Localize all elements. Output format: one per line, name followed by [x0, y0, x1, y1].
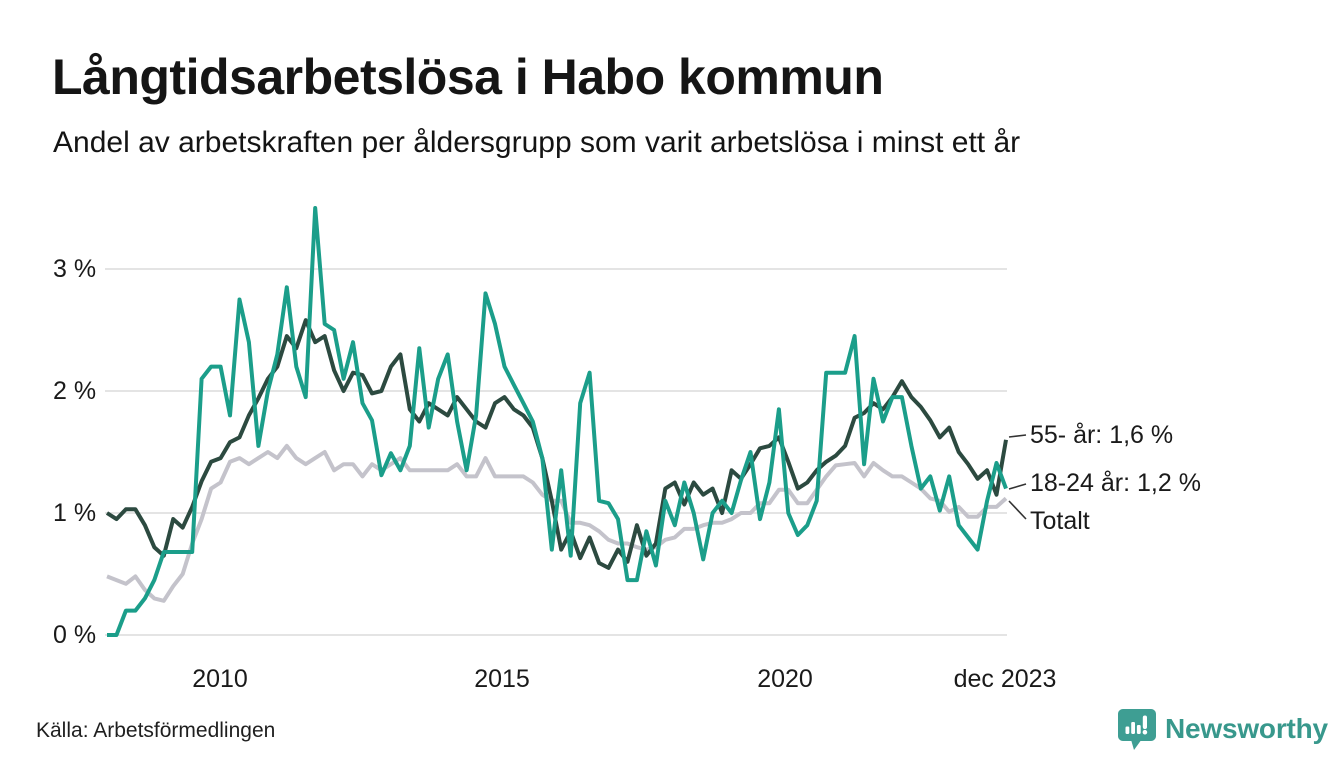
annotation-connector-18-24: [1008, 483, 1027, 490]
y-axis-tick-0pct: 0 %: [53, 621, 97, 649]
y-axis-tick-2pct: 2 %: [53, 377, 97, 405]
series-label-55-ar: 55- år: 1,6 %: [1030, 421, 1174, 449]
series-label-totalt: Totalt: [1030, 507, 1090, 535]
newsworthy-wordmark: Newsworthy: [1165, 713, 1328, 744]
series-line-55--år: [105, 318, 1008, 570]
y-axis-tick-3pct: 3 %: [53, 255, 97, 283]
newsworthy-chart-bubble-icon: [1117, 708, 1157, 757]
gridlines: [105, 268, 1007, 636]
series-lines: [105, 206, 1008, 637]
x-axis-tick-2020: 2020: [757, 665, 813, 693]
series-label-18-24-ar: 18-24 år: 1,2 %: [1030, 469, 1201, 497]
x-axis-tick-2010: 2010: [192, 665, 248, 693]
annotation-connector-totalt: [1008, 500, 1027, 520]
source-note: Källa: Arbetsförmedlingen: [36, 719, 276, 742]
x-axis-tick-2015: 2015: [474, 665, 530, 693]
y-axis-tick-1pct: 1 %: [53, 499, 97, 527]
x-axis-tick-dec-2023: dec 2023: [953, 665, 1057, 693]
annotation-connectors: [1008, 434, 1027, 520]
annotation-connector-55: [1008, 434, 1027, 438]
newsworthy-logo[interactable]: Newsworthy: [1117, 708, 1328, 757]
series-line-18-24-år: [107, 206, 1008, 637]
page-title: Långtidsarbetslösa i Habo kommun: [52, 49, 884, 105]
page-subtitle: Andel av arbetskraften per åldersgrupp s…: [53, 126, 1021, 159]
